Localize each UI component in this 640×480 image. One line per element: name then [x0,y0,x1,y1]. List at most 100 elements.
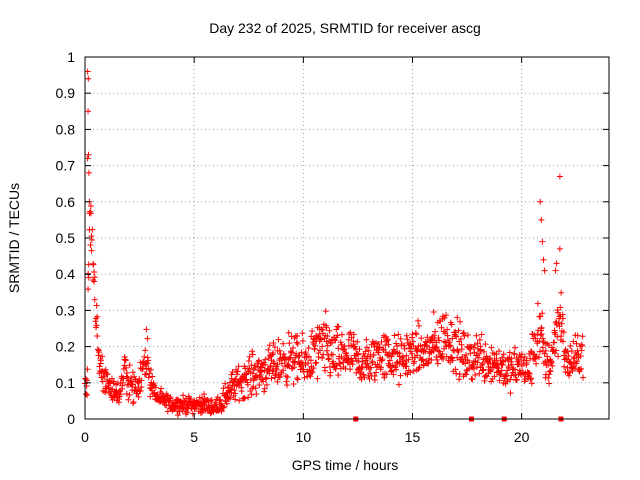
data-point-outlier [85,75,92,82]
data-point [565,372,572,379]
x-tick-label: 15 [405,429,421,445]
data-point [288,349,295,356]
data-point [477,346,484,353]
data-point [496,377,503,384]
data-point [260,378,267,385]
data-point [102,366,109,373]
data-point [432,344,439,351]
data-point [299,330,306,337]
data-point [399,353,406,360]
data-point [548,344,555,351]
data-point [310,365,317,372]
data-point [436,348,443,355]
data-point [430,308,437,315]
data-point [403,363,410,370]
data-point [560,329,567,336]
data-point [220,404,227,411]
data-point [478,331,485,338]
data-point [149,373,156,380]
data-point [512,344,519,351]
data-point [317,347,324,354]
data-point [314,375,321,382]
data-point [380,346,387,353]
data-point [263,374,270,381]
data-point [448,321,455,328]
data-point [126,391,133,398]
data-point [87,242,94,249]
data-point [271,344,278,351]
data-point [335,323,342,330]
data-point [91,278,98,285]
data-point [574,332,581,339]
chart-title: Day 232 of 2025, SRMTID for receiver asc… [209,20,481,36]
data-point [390,371,397,378]
data-point [125,396,132,403]
data-point [454,354,461,361]
data-point [238,388,245,395]
data-point [249,348,256,355]
data-point [308,369,315,376]
data-point [482,372,489,379]
data-point [548,360,555,367]
data-points [81,68,587,422]
data-point [111,393,118,400]
data-point [104,371,111,378]
data-point [507,376,514,383]
data-point [262,356,269,363]
data-point [144,335,151,342]
data-point [578,342,585,349]
data-point [192,405,199,412]
data-point [443,312,450,319]
data-point [354,338,361,345]
data-point [533,360,540,367]
data-point [363,336,370,343]
data-point [347,366,354,373]
data-point [506,349,513,356]
data-point [375,349,382,356]
data-point [424,342,431,349]
data-point [363,344,370,351]
data-point [142,347,149,354]
data-point [399,356,406,363]
data-point [508,361,515,368]
y-tick-label: 0.2 [56,339,76,355]
data-point [141,353,148,360]
data-point [146,370,153,377]
data-point [439,350,446,357]
data-point [117,391,124,398]
data-point [246,365,253,372]
data-point [424,334,431,341]
y-axis-label: SRMTID / TECUs [6,183,22,293]
data-point [473,363,480,370]
data-point [285,329,292,336]
data-point [487,355,494,362]
data-point [444,326,451,333]
data-point [507,358,514,365]
data-point [436,337,443,344]
data-point [91,296,98,303]
data-point [505,364,512,371]
data-point [201,391,208,398]
data-point [94,332,101,339]
data-point [85,270,92,277]
data-point [423,339,430,346]
data-point [91,269,98,276]
data-point [241,395,248,402]
data-point [560,352,567,359]
data-point [145,357,152,364]
data-point [449,335,456,342]
data-point [326,327,333,334]
data-point [385,341,392,348]
data-point [493,351,500,358]
data-point [272,371,279,378]
data-point [266,342,273,349]
data-point [129,369,136,376]
data-point [322,308,329,315]
data-point [367,370,374,377]
data-point-outlier [556,245,563,252]
data-point [143,326,150,333]
data-point [564,364,571,371]
data-point [334,332,341,339]
data-point [263,381,270,388]
